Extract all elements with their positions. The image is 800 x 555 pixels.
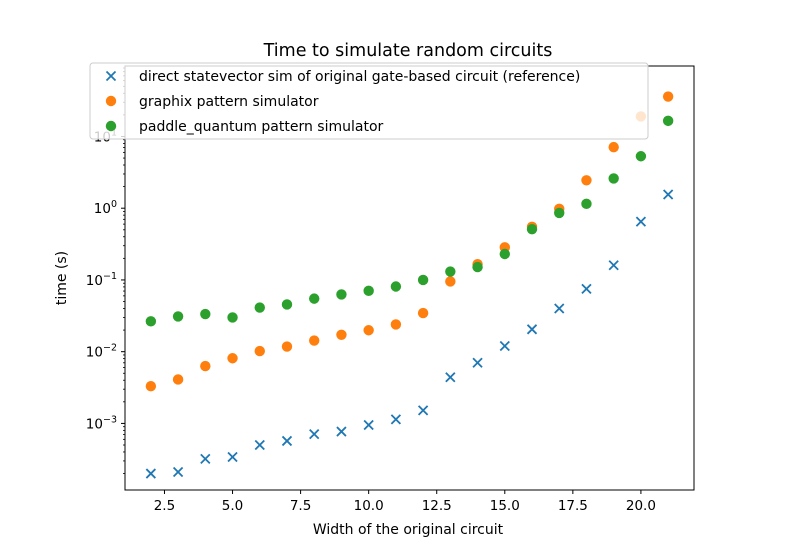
- x-tick-label: 2.5: [154, 498, 175, 514]
- x-tick-label: 17.5: [558, 498, 588, 514]
- data-point: [145, 381, 157, 392]
- data-point: [608, 173, 619, 184]
- data-point: [417, 307, 429, 319]
- data-point: [445, 276, 456, 287]
- data-point: [281, 299, 293, 310]
- legend-marker: [105, 70, 117, 82]
- data-point: [472, 261, 483, 273]
- x-tick-label: 12.5: [422, 498, 452, 514]
- data-point: [200, 453, 211, 465]
- x-tick-label: 20.0: [626, 498, 656, 514]
- y-tick-label: 10−2: [86, 343, 117, 361]
- data-point: [581, 175, 592, 186]
- data-point: [526, 324, 538, 335]
- x-axis: 2.5 5.0 7.5 10.0 12.5 15.0 17.5 20.0: [154, 490, 656, 514]
- y-tick-label: 10−1: [86, 271, 117, 289]
- data-point: [608, 141, 619, 153]
- legend-marker: [105, 95, 117, 107]
- data-point: [254, 345, 265, 357]
- data-point: [227, 451, 238, 463]
- data-point: [363, 325, 374, 336]
- y-tick-label: 10−3: [86, 414, 117, 432]
- data-point: [417, 405, 429, 416]
- data-point: [390, 414, 402, 425]
- legend-box: [89, 62, 649, 140]
- data-point: [281, 341, 293, 352]
- data-point: [309, 293, 320, 304]
- data-point: [336, 426, 347, 437]
- data-point: [499, 248, 510, 260]
- data-point: [336, 329, 347, 340]
- data-point: [390, 319, 402, 330]
- data-point: [635, 216, 647, 227]
- data-point: [608, 260, 619, 271]
- data-point: [445, 372, 456, 383]
- data-point: [227, 312, 238, 323]
- data-point: [581, 198, 592, 210]
- data-point: [554, 207, 565, 219]
- data-point: [172, 466, 184, 478]
- data-point: [172, 374, 184, 385]
- data-point: [172, 311, 184, 322]
- data-point: [417, 274, 429, 286]
- data-point: [526, 223, 538, 235]
- data-point: [445, 266, 456, 277]
- legend-label: graphix pattern simulator: [139, 94, 319, 110]
- x-axis-label: Width of the original circuit: [313, 522, 504, 538]
- legend-marker: [105, 120, 117, 132]
- legend-label: paddle_quantum pattern simulator: [139, 119, 384, 135]
- series-0: [145, 189, 674, 479]
- data-point: [581, 283, 592, 295]
- data-point: [662, 91, 674, 102]
- x-tick-label: 5.0: [222, 498, 243, 514]
- chart-title: Time to simulate random circuits: [263, 41, 553, 61]
- data-point: [254, 439, 265, 451]
- data-point: [200, 308, 211, 320]
- data-point: [145, 316, 157, 327]
- data-point: [145, 468, 157, 479]
- series-2: [145, 115, 674, 327]
- data-point: [309, 335, 320, 346]
- data-point: [363, 285, 374, 297]
- data-point: [635, 151, 647, 162]
- data-point: [227, 353, 238, 364]
- legend-label: direct statevector sim of original gate-…: [139, 69, 580, 85]
- data-point: [499, 340, 510, 352]
- x-tick-label: 7.5: [290, 498, 311, 514]
- data-point: [390, 281, 402, 292]
- data-point: [363, 419, 374, 431]
- y-tick-label: 100: [94, 199, 117, 217]
- x-tick-label: 10.0: [354, 498, 384, 514]
- y-axis-label: time (s): [54, 251, 70, 305]
- x-tick-label: 15.0: [490, 498, 520, 514]
- data-point: [554, 303, 565, 314]
- data-point: [662, 189, 674, 200]
- data-point: [281, 435, 293, 447]
- data-point: [336, 289, 347, 300]
- data-point: [472, 357, 483, 368]
- data-point: [309, 428, 320, 440]
- data-point: [662, 115, 674, 127]
- data-point: [254, 302, 265, 313]
- data-point: [200, 360, 211, 372]
- legend: direct statevector sim of original gate-…: [89, 62, 649, 140]
